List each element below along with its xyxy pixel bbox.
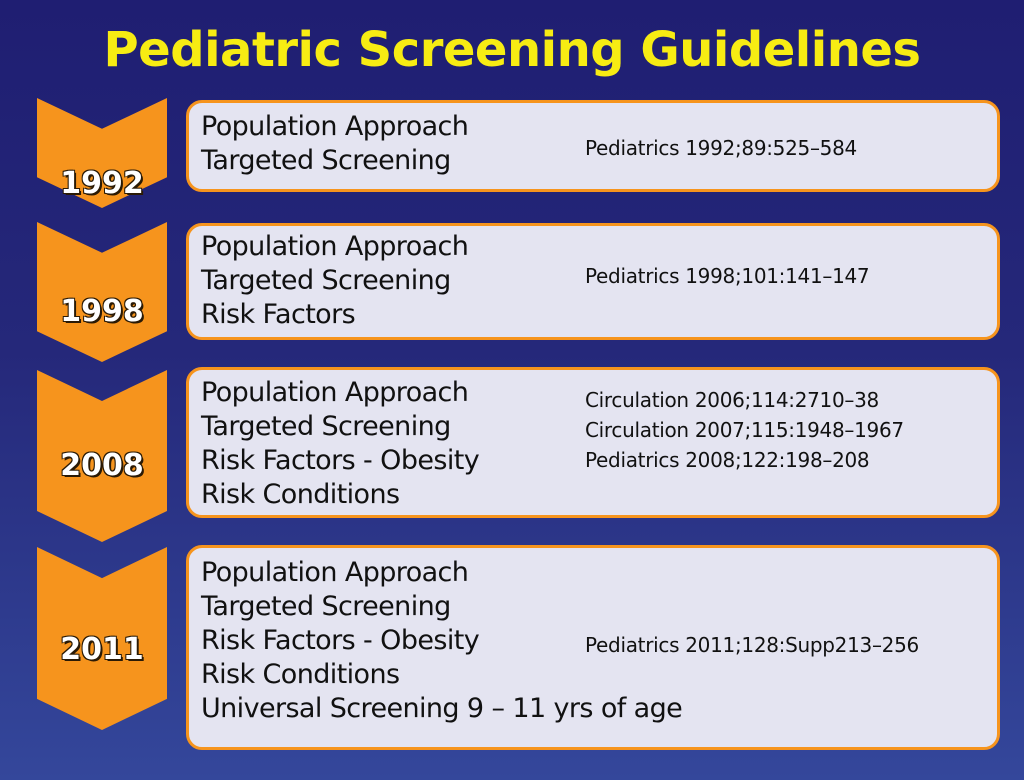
reference-list: Pediatrics 1992;89:525–584 xyxy=(585,133,857,163)
year-label-1992: 1992 xyxy=(60,166,144,201)
reference-list: Circulation 2006;114:2710–38 Circulation… xyxy=(585,385,904,475)
guideline-items: Population Approach Targeted Screening R… xyxy=(201,556,683,726)
year-label-2011: 2011 xyxy=(60,632,144,667)
guideline-item: Risk Conditions xyxy=(201,659,400,690)
chevron-arrow-1998 xyxy=(37,222,167,362)
guideline-item: Risk Conditions xyxy=(201,479,400,510)
guideline-item: Targeted Screening xyxy=(201,591,451,622)
guideline-item: Targeted Screening xyxy=(201,411,451,442)
reference: Pediatrics 1998;101:141–147 xyxy=(585,264,870,288)
reference: Pediatrics 2011;128:Supp213–256 xyxy=(585,633,919,657)
guideline-item: Risk Factors xyxy=(201,299,356,330)
guideline-items: Population Approach Targeted Screening R… xyxy=(201,376,480,512)
guideline-box-2011: Population Approach Targeted Screening R… xyxy=(186,545,1000,750)
guideline-box-1992: Population Approach Targeted Screening P… xyxy=(186,100,1000,192)
guideline-box-1998: Population Approach Targeted Screening R… xyxy=(186,223,1000,340)
guideline-items: Population Approach Targeted Screening R… xyxy=(201,230,469,332)
guideline-item: Risk Factors - Obesity xyxy=(201,625,480,656)
reference: Circulation 2006;114:2710–38 xyxy=(585,388,879,412)
guideline-item: Targeted Screening xyxy=(201,265,451,296)
reference: Pediatrics 1992;89:525–584 xyxy=(585,136,857,160)
guideline-item: Risk Factors - Obesity xyxy=(201,445,480,476)
guideline-item: Population Approach xyxy=(201,231,469,262)
year-label-1998: 1998 xyxy=(60,294,144,329)
page-title: Pediatric Screening Guidelines xyxy=(103,22,921,78)
guideline-box-2008: Population Approach Targeted Screening R… xyxy=(186,367,1000,518)
guideline-items: Population Approach Targeted Screening xyxy=(201,110,469,178)
guideline-item: Population Approach xyxy=(201,377,469,408)
reference: Circulation 2007;115:1948–1967 xyxy=(585,418,904,442)
year-label-2008: 2008 xyxy=(60,448,144,483)
guideline-item: Population Approach xyxy=(201,111,469,142)
reference-list: Pediatrics 1998;101:141–147 xyxy=(585,261,870,291)
reference-list: Pediatrics 2011;128:Supp213–256 xyxy=(585,630,919,660)
guideline-item: Universal Screening 9 – 11 yrs of age xyxy=(201,693,683,724)
reference: Pediatrics 2008;122:198–208 xyxy=(585,448,870,472)
guideline-item: Population Approach xyxy=(201,557,469,588)
guideline-item: Targeted Screening xyxy=(201,145,451,176)
